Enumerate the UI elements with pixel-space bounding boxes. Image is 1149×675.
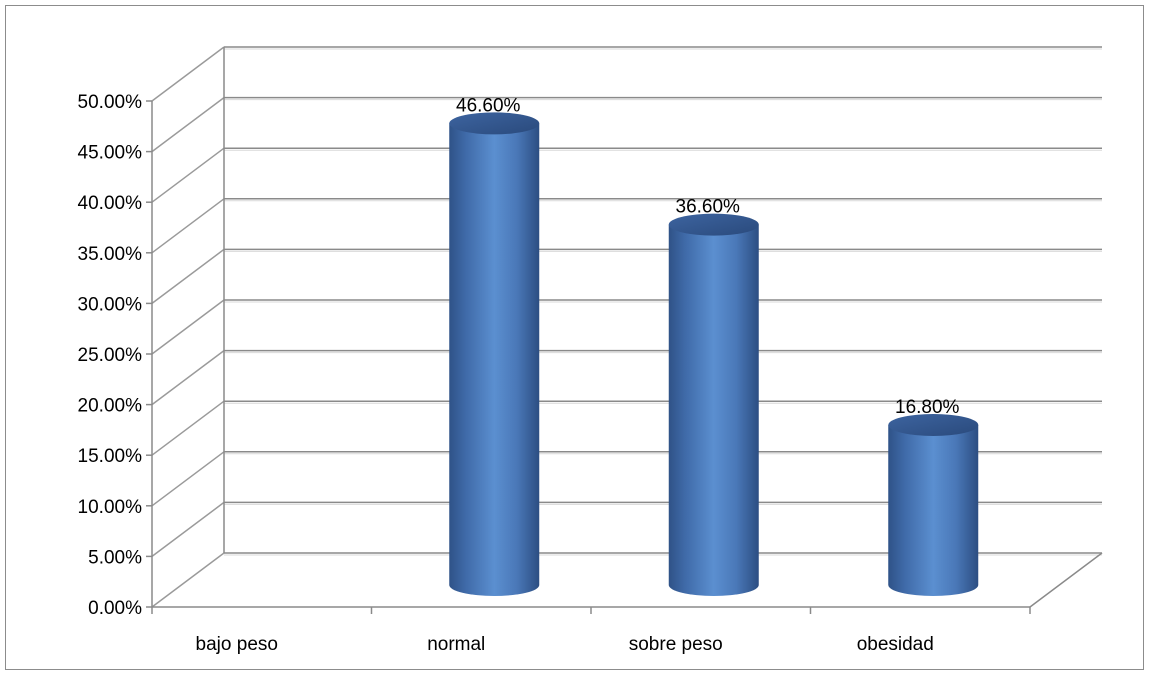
bar-body xyxy=(888,424,979,596)
side-gridline xyxy=(151,299,225,355)
bars xyxy=(449,112,979,597)
y-tick-label: 5.00% xyxy=(88,547,142,568)
bar xyxy=(668,213,759,596)
y-tick-label: 25.00% xyxy=(78,345,143,366)
x-category-label: normal xyxy=(427,634,485,655)
x-category-label: bajo peso xyxy=(196,634,278,655)
bar-top xyxy=(449,112,540,135)
side-gridline xyxy=(151,501,225,558)
bar xyxy=(888,413,979,596)
y-axis-ticks: 0.00% 5.00% 10.00% 15.00% 20.00% 25.00% 30.00%… xyxy=(78,92,152,619)
y-tick-label: 40.00% xyxy=(78,193,143,214)
y-tick-label: 20.00% xyxy=(78,396,143,417)
bar-body xyxy=(668,224,759,596)
side-gridline xyxy=(151,451,225,507)
data-labels: 46.60% 36.60% 16.80% xyxy=(456,95,960,418)
data-label: 16.80% xyxy=(895,397,960,418)
side-gridline xyxy=(151,552,225,608)
side-gridline xyxy=(151,400,225,456)
bar-top xyxy=(668,213,759,236)
bar xyxy=(449,112,540,597)
side-gridline xyxy=(151,248,225,304)
side-gridline xyxy=(151,147,225,203)
x-category-label: sobre peso xyxy=(629,634,723,655)
data-label: 36.60% xyxy=(676,197,741,218)
x-axis-ticks: bajo peso normal sobre peso obesidad xyxy=(151,607,1031,655)
side-gridline xyxy=(151,350,225,406)
bar-body xyxy=(449,123,540,597)
y-tick-label: 15.00% xyxy=(78,446,143,467)
data-label: 46.60% xyxy=(456,95,521,116)
floor-right-edge xyxy=(1029,552,1103,608)
y-tick-label: 30.00% xyxy=(78,294,143,315)
y-tick-label: 35.00% xyxy=(78,244,143,265)
x-category-label: obesidad xyxy=(857,634,934,655)
bar-top xyxy=(888,413,979,436)
y-tick-label: 50.00% xyxy=(78,92,143,113)
side-gridline xyxy=(151,46,225,102)
y-tick-label: 45.00% xyxy=(78,143,143,164)
side-gridline xyxy=(151,96,225,153)
side-gridline xyxy=(151,198,225,254)
y-tick-label: 0.00% xyxy=(88,598,142,619)
y-tick-label: 10.00% xyxy=(78,497,143,518)
